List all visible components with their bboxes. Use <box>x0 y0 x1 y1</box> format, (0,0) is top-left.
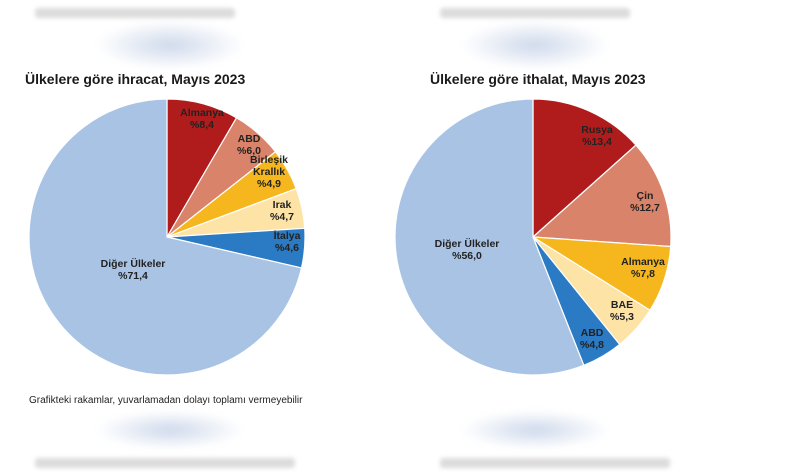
slice-label-export-4: İtalya %4,6 <box>274 229 301 254</box>
export-chart-panel: Ülkelere göre ihracat, Mayıs 2023 Almany… <box>25 71 306 406</box>
background-ghost-top-right <box>460 20 610 70</box>
background-ghost-bottom-left <box>95 410 245 450</box>
background-ghost-text <box>440 8 630 18</box>
slice-label-export-2: Birleşik Krallık %4,9 <box>250 154 288 190</box>
background-ghost-text <box>440 458 670 468</box>
background-ghost-text <box>35 8 235 18</box>
slice-label-export-5: Diğer Ülkeler %71,4 <box>101 257 166 282</box>
slice-label-import-1: Çin %12,7 <box>630 190 660 214</box>
pie-slice-import-5 <box>394 98 585 376</box>
slice-label-export-3: Irak %4,7 <box>270 199 294 223</box>
slice-label-import-2: Almanya %7,8 <box>621 256 665 280</box>
import-pie-chart: Rusya %13,4 Çin %12,7 Almanya %7,8 BAE %5,3ABD%… <box>394 98 672 376</box>
slice-label-export-1: ABD %6,0 <box>237 133 261 157</box>
background-ghost-bottom-right <box>460 410 610 450</box>
background-ghost-top-left <box>95 20 245 70</box>
background-ghost-text <box>35 458 295 468</box>
slice-label-export-0: Almanya %8,4 <box>180 107 224 131</box>
footnote: Grafikteki rakamlar, yuvarlamadan dolayı… <box>29 395 303 406</box>
slice-label-import-5: Diğer Ülkeler %56,0 <box>435 237 500 262</box>
pie-slice-import-0 <box>532 98 637 239</box>
slice-label-import-3: BAE %5,3 <box>610 299 634 323</box>
pie-slice-import-1 <box>531 144 672 248</box>
export-chart-title: Ülkelere göre ihracat, Mayıs 2023 <box>25 71 246 87</box>
import-chart-panel: Ülkelere göre ithalat, Mayıs 2023 Rusya%… <box>394 0 790 472</box>
import-chart-title: Ülkelere göre ithalat, Mayıs 2023 <box>430 71 646 87</box>
slice-label-import-4: ABD %4,8 <box>580 327 604 351</box>
pie-slice-export-5 <box>28 98 303 376</box>
slice-label-import-0: Rusya %13,4 <box>581 124 613 148</box>
